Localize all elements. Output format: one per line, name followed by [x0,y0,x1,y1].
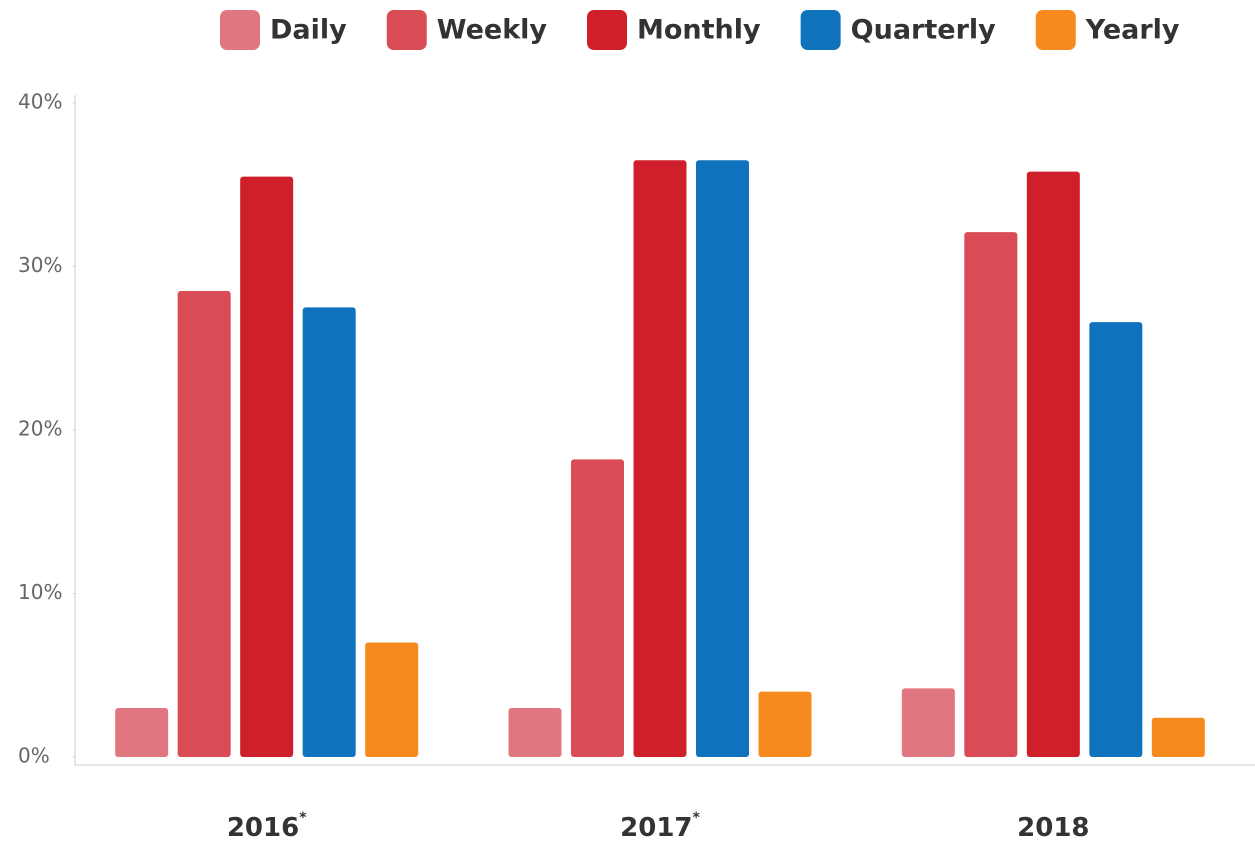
footnote-mark: * [299,810,307,826]
y-tick-label: 10% [18,580,62,604]
bar [115,707,169,757]
y-tick-label: 40% [18,90,62,114]
bar [1089,322,1143,757]
legend-label: Monthly [637,15,761,46]
legend-label: Weekly [437,15,548,46]
legend-swatch [587,10,628,50]
bar [365,642,419,757]
bar [758,691,812,757]
y-tick-label: 30% [18,253,62,277]
legend-label: Yearly [1085,15,1180,46]
legend-swatch [220,10,260,50]
footnote-mark: * [693,810,701,826]
category-text: 2017 [620,813,692,841]
bar [1151,717,1205,757]
bar [964,232,1018,758]
x-tick-label: 2018 [1017,813,1089,841]
bar [1026,171,1080,758]
legend-swatch [386,10,427,50]
bar [571,459,624,757]
bar [901,688,955,757]
bar [240,176,294,757]
bar [696,160,749,758]
bar [633,160,687,758]
legend-swatch [800,10,841,50]
legend-label: Daily [270,15,347,46]
x-tick-label: 2016* [227,810,307,841]
category-text: 2018 [1017,813,1089,841]
category-text: 2016 [227,813,299,841]
bar [508,707,562,757]
legend-swatch [1035,10,1076,50]
y-tick-label: 20% [18,417,62,441]
x-tick-label: 2017* [620,810,700,841]
legend-label: Quarterly [851,15,996,46]
bar [177,291,231,757]
bar [302,307,356,757]
y-tick-label: 0% [18,744,50,768]
